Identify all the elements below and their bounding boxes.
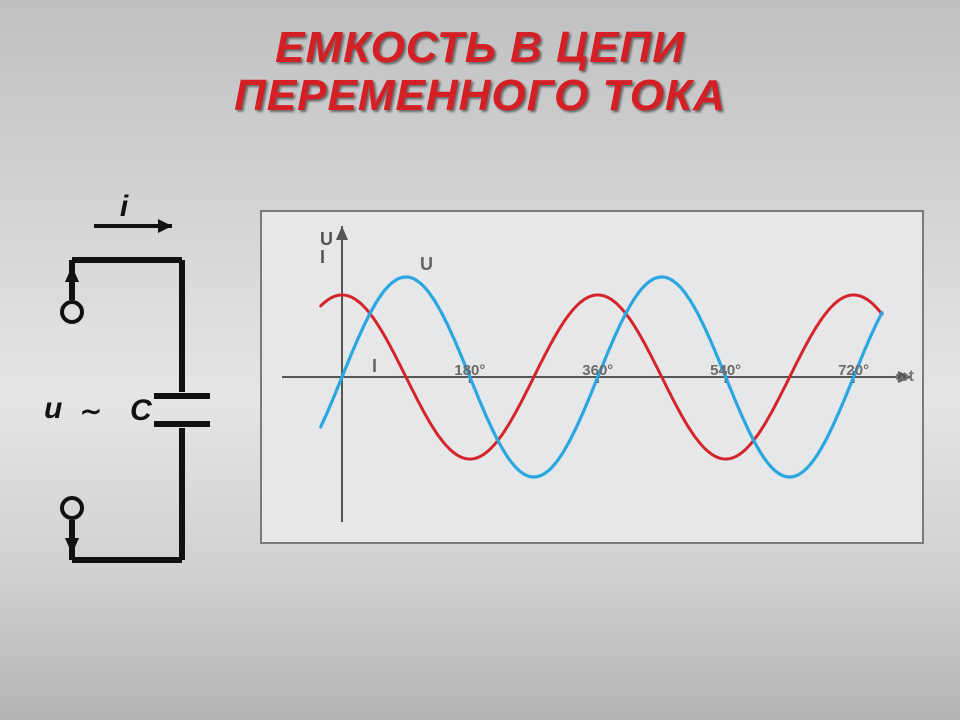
circuit-diagram: i u ∼ C — [32, 180, 212, 600]
y-axis-label-u: U — [320, 230, 333, 248]
svg-text:i: i — [120, 190, 129, 223]
x-tick-label: 540° — [710, 362, 741, 379]
y-axis-label-i: I — [320, 248, 333, 266]
x-tick-label: 180° — [454, 362, 485, 379]
graph-panel: U I ωt U I 180° 360° 540° 720° — [260, 210, 924, 544]
svg-text:C: C — [130, 394, 153, 427]
curve-label-u: U — [420, 254, 433, 275]
y-axis-labels: U I — [320, 230, 333, 266]
svg-text:∼: ∼ — [80, 396, 102, 426]
slide-page: ЕМКОСТЬ В ЦЕПИ ПЕРЕМЕННОГО ТОКА i u ∼ C U I… — [0, 0, 960, 720]
x-tick-label: 360° — [582, 362, 613, 379]
title-line-2: ПЕРЕМЕННОГО ТОКА — [234, 71, 726, 120]
title-line-1: ЕМКОСТЬ В ЦЕПИ — [275, 23, 685, 72]
svg-text:u: u — [44, 392, 62, 425]
x-axis-label: ωt — [895, 368, 914, 386]
x-tick-label: 720° — [838, 362, 869, 379]
curve-label-i: I — [372, 356, 377, 377]
slide-title: ЕМКОСТЬ В ЦЕПИ ПЕРЕМЕННОГО ТОКА — [0, 24, 960, 119]
